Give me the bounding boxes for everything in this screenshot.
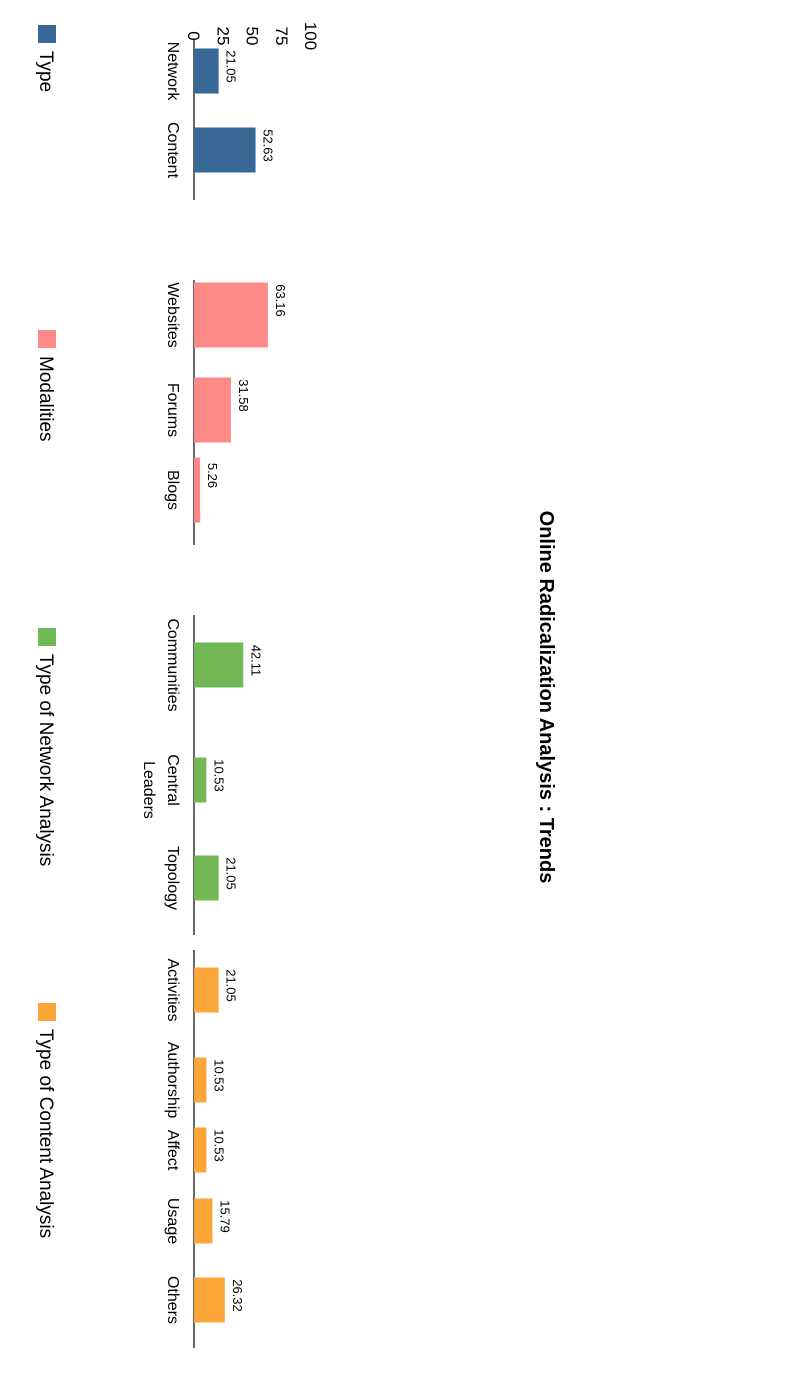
category-label: Blogs [164, 470, 181, 510]
bar-value-label: 15.79 [217, 1200, 232, 1233]
bar [194, 1198, 213, 1244]
bar [194, 757, 207, 803]
chart-title: Online Radicalization Analysis : Trends [535, 511, 557, 884]
category-label: Forums [164, 383, 181, 437]
bar-value-label: 21.05 [224, 857, 239, 890]
bar [194, 1057, 207, 1103]
legend-label: Type [35, 51, 56, 92]
bar-group: 42.11 Communities 10.53 Central Leaders 21.05… [140, 615, 263, 935]
bar-value-label: 10.53 [211, 1129, 226, 1162]
y-axis: 0 25 50 75 100 [184, 22, 320, 50]
category-label: Topology [164, 846, 181, 910]
category-label: Content [164, 122, 181, 179]
bar-group: 21.05 Network 52.63 Content [164, 40, 276, 200]
category-label: Affect [164, 1130, 181, 1171]
bar-groups: 21.05 Network 52.63 Content 63.16 Websites 31.… [140, 40, 288, 1348]
bar-value-label: 52.63 [261, 129, 276, 162]
legend: Type Modalities Type of Network Analysis Ty… [35, 25, 56, 1238]
legend-label: Type of Network Analysis [35, 654, 56, 866]
category-label: Leaders [140, 761, 157, 819]
category-label: Websites [164, 282, 181, 348]
category-label: Central [164, 754, 181, 806]
y-tick-label: 50 [243, 27, 262, 46]
bar [193, 127, 256, 173]
category-label: Network [164, 42, 181, 102]
category-label: Activities [164, 958, 181, 1021]
bar-value-label: 26.32 [230, 1279, 245, 1312]
bar-value-label: 5.26 [205, 463, 220, 488]
bar [193, 855, 219, 901]
bar-value-label: 31.58 [236, 379, 251, 412]
bar-value-label: 21.05 [224, 50, 239, 83]
bar-value-label: 21.05 [224, 969, 239, 1002]
y-tick-label: 0 [184, 31, 203, 40]
y-tick-label: 100 [301, 22, 320, 50]
legend-swatch [38, 628, 56, 646]
bar [194, 282, 268, 348]
y-tick-label: 75 [272, 27, 291, 46]
legend-label: Type of Content Analysis [35, 1029, 56, 1238]
bar-value-label: 10.53 [211, 1059, 226, 1092]
category-label: Authorship [164, 1042, 181, 1119]
bar-value-label: 63.16 [273, 284, 288, 317]
legend-swatch [38, 1003, 56, 1021]
bar-value-label: 42.11 [248, 645, 263, 677]
category-label: Others [164, 1276, 181, 1324]
category-label: Communities [164, 618, 181, 711]
category-label: Usage [164, 1198, 181, 1244]
bar [193, 457, 201, 523]
bar [193, 1277, 225, 1323]
bar [193, 48, 219, 94]
legend-label: Modalities [35, 356, 56, 442]
bar-group: 63.16 Websites 31.58 Forums 5.26 Blogs [164, 280, 288, 545]
bar [194, 1127, 207, 1173]
legend-swatch [38, 330, 56, 348]
bar [193, 642, 244, 688]
legend-swatch [38, 25, 56, 43]
y-tick-label: 25 [213, 27, 232, 46]
bar [193, 967, 219, 1013]
bar-value-label: 10.53 [211, 759, 226, 792]
bar-group: 21.05 Activities 10.53 Authorship 10.53 Affec… [164, 950, 245, 1348]
bar [194, 377, 231, 443]
